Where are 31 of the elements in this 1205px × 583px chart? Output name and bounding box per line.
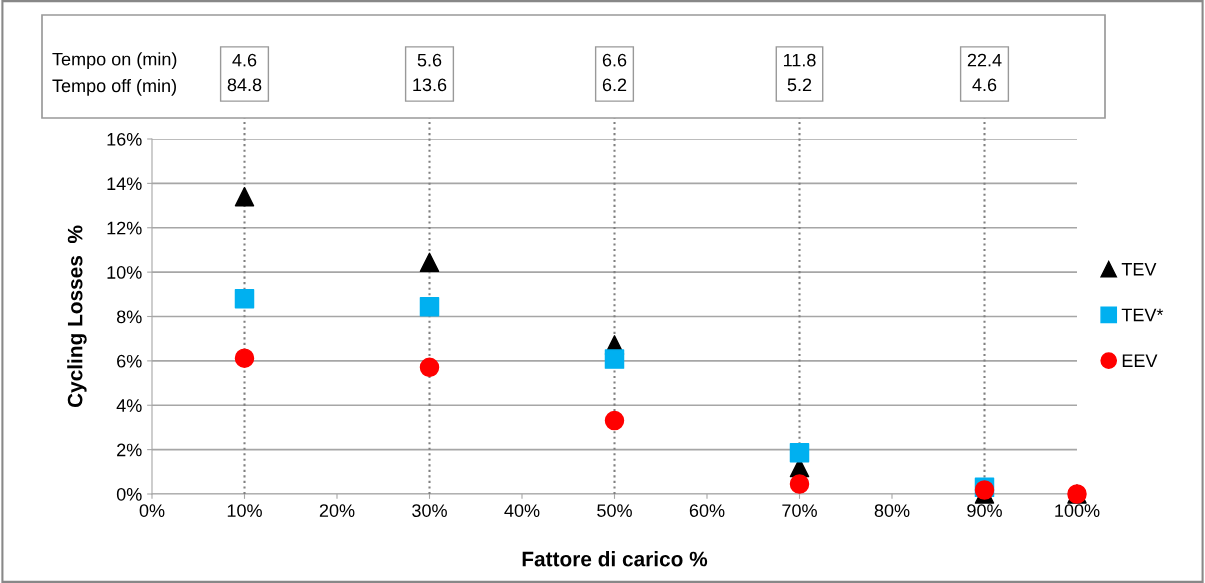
x-tick-label: 30% [412,504,447,517]
x-tick-label: 40% [504,504,540,517]
text: 4.6 84.8 [227,53,262,92]
legend-label: TEV* [1121,308,1164,322]
y-tick-label: 6% [117,354,142,368]
x-tick-label: 70% [782,504,817,517]
x-tick-label: 20% [319,504,355,517]
x-axis-title: Fattore di carico % [522,551,708,567]
text: 5.6 13.6 [413,53,447,92]
legend-label: TEV [1121,263,1157,276]
x-tick-label: 60% [689,504,725,517]
text: 6.6 6.2 [602,53,627,92]
y-tick-label: 12% [107,221,142,235]
x-tick-label: 80% [874,504,910,517]
y-tick-label: 0% [116,487,142,501]
x-tick-label: 100% [1055,504,1100,517]
x-tick-label: 90% [967,504,1002,517]
x-tick-label: 50% [597,504,632,517]
legend-label: EEV [1122,354,1158,367]
y-axis-title: Cycling Losses % [67,225,87,408]
x-tick-label: 0% [139,504,165,517]
y-tick-label: 4% [116,399,142,412]
y-tick-label: 14% [107,177,142,191]
y-tick-label: 2% [117,443,142,457]
y-tick-label: 10% [107,266,142,279]
y-tick-label: 8% [116,310,142,324]
text: 11.8 5.2 [783,53,816,92]
text: Tempo on (min) Tempo off (min) [52,52,177,96]
y-tick-label: 16% [107,132,142,146]
x-tick-label: 10% [227,504,262,517]
text: 22.4 4.6 [967,53,1002,92]
